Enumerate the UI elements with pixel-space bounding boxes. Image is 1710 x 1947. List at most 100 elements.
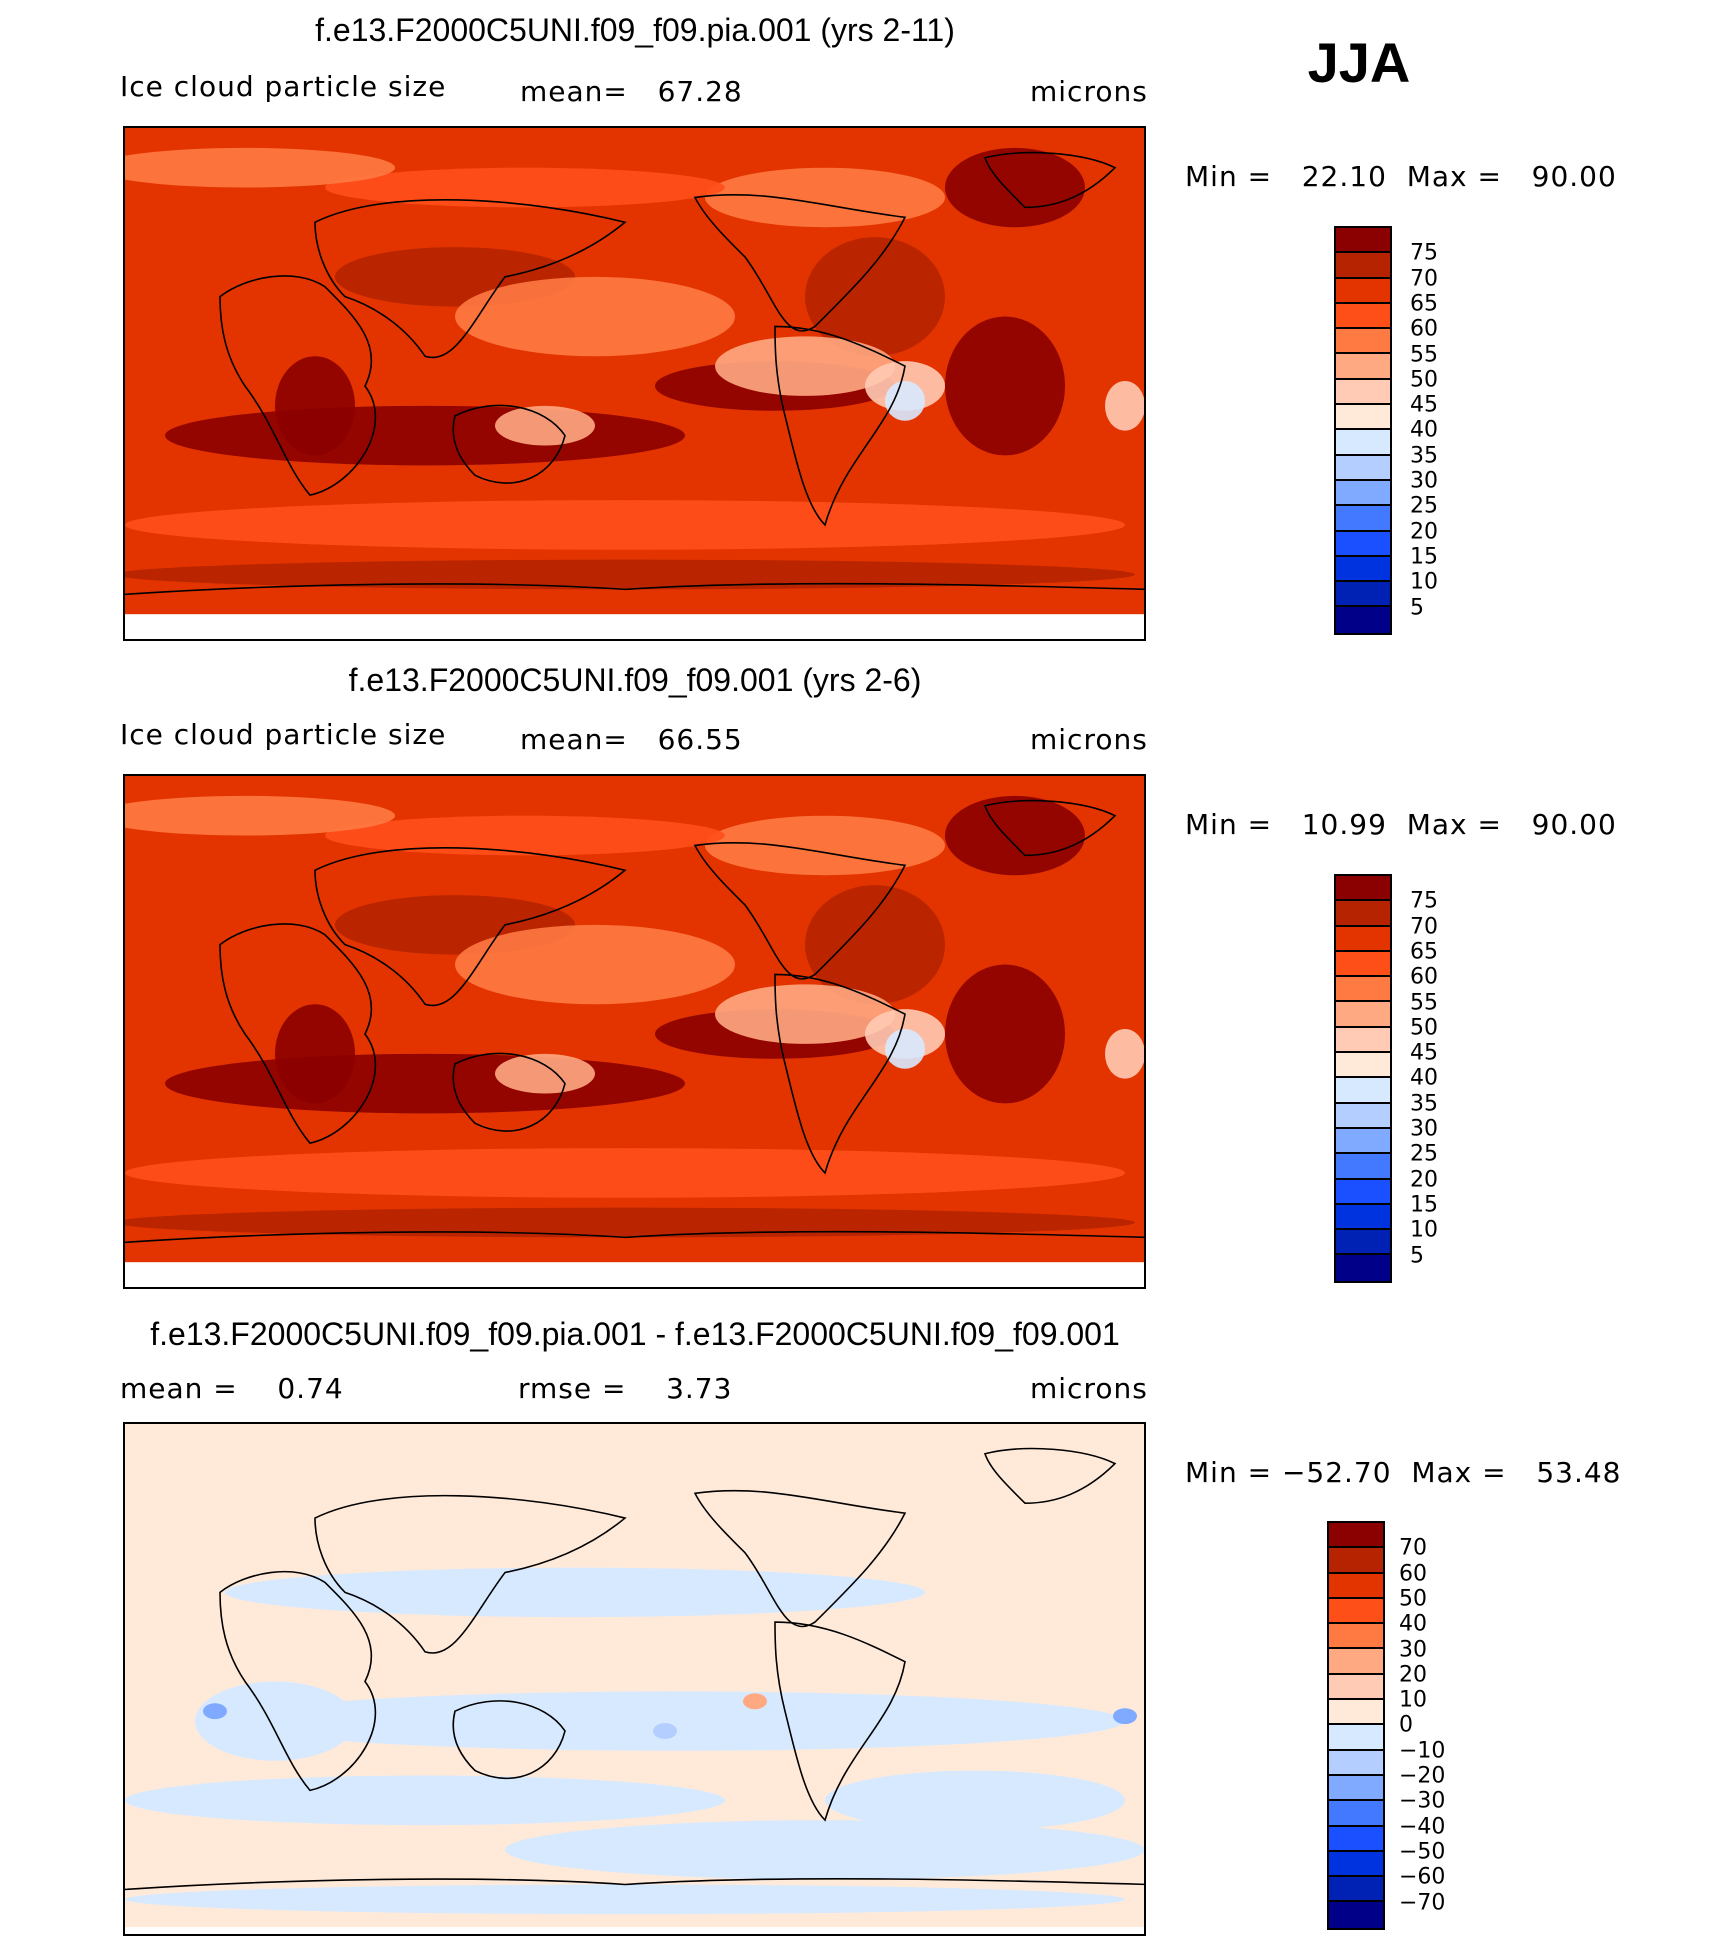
colorbar-segment [1329, 1851, 1383, 1878]
field-region [705, 815, 945, 876]
field-region [125, 1207, 1135, 1238]
field-region [945, 147, 1085, 228]
colorbar-tick-label: −20 [1399, 1763, 1446, 1789]
panel-2-mean: mean= 66.55 [520, 723, 743, 756]
colorbar-segment [1336, 876, 1390, 902]
colorbar-tick-label: 10 [1399, 1687, 1427, 1713]
colorbar-tick-label: 45 [1410, 392, 1438, 418]
colorbar-tick-label: −70 [1399, 1890, 1446, 1915]
colorbar-tick-label: 10 [1410, 569, 1438, 595]
field-anomaly [743, 1693, 767, 1710]
coastline [983, 1447, 1117, 1505]
colorbar-segment [1336, 582, 1390, 608]
panel-2-title: f.e13.F2000C5UNI.f09_f09.001 (yrs 2-6) [348, 662, 922, 698]
colorbar-segment [1336, 901, 1390, 927]
coastline [983, 799, 1117, 857]
field-anomaly [653, 1723, 677, 1739]
colorbar-tick-label: 20 [1399, 1662, 1427, 1688]
colorbar-segment [1336, 379, 1390, 406]
colorbar-tick-label: 30 [1399, 1637, 1427, 1662]
colorbar-segment [1336, 329, 1390, 355]
colorbar-segment [1329, 1877, 1383, 1903]
panel-2-units: microns [1030, 723, 1148, 756]
colorbar-tick-label: 30 [1410, 1116, 1438, 1142]
panel-1-minmax: Min = 22.10 Max = 90.00 [1185, 160, 1617, 193]
colorbar-tick-label: 50 [1410, 1015, 1438, 1041]
colorbar-tick-label: 60 [1399, 1561, 1427, 1587]
panel-1-units: microns [1030, 75, 1148, 108]
colorbar-segment [1336, 1103, 1390, 1129]
panel-2-variable: Ice cloud particle size [120, 718, 447, 751]
field-region [705, 167, 945, 228]
coastline [314, 847, 627, 1007]
field-region [225, 1567, 925, 1618]
colorbar-segment [1336, 228, 1390, 254]
colorbar-tick-label: −30 [1399, 1788, 1446, 1814]
colorbar-tick-label: 75 [1410, 240, 1438, 266]
field-region [275, 356, 355, 456]
panel-3-rmse: rmse = 3.73 [518, 1372, 733, 1405]
panel-3-minmax: Min = −52.70 Max = 53.48 [1185, 1456, 1622, 1489]
field-region [125, 1148, 1125, 1198]
field-region [805, 885, 945, 1005]
colorbar-segment [1329, 1523, 1383, 1549]
field-region [495, 405, 595, 446]
colorbar-segment [1329, 1775, 1383, 1802]
field-region [715, 984, 895, 1044]
colorbar-segment [1336, 1053, 1390, 1079]
colorbar-segment [1336, 253, 1390, 279]
colorbar-tick-label: 5 [1410, 1243, 1424, 1268]
colorbar-tick-label: 70 [1410, 914, 1438, 940]
colorbar-tick-label: 40 [1410, 417, 1438, 443]
colorbar-tick-label: 60 [1410, 964, 1438, 990]
colorbar-tick-label: 70 [1410, 266, 1438, 292]
colorbar-tick-label: 20 [1410, 519, 1438, 545]
panel-3-mean: mean = 0.74 [120, 1372, 344, 1405]
colorbar-segment [1336, 977, 1390, 1003]
colorbar-tick-label: 55 [1410, 342, 1438, 367]
colorbar-segment [1336, 1230, 1390, 1256]
field-region [325, 167, 725, 208]
colorbar-segment [1336, 303, 1390, 330]
field-region [805, 237, 945, 357]
colorbar-segment [1336, 926, 1390, 952]
field-region [125, 559, 1135, 590]
field-region [125, 147, 395, 188]
panel-3-units: microns [1030, 1372, 1148, 1405]
colorbar-tick-label: 5 [1410, 595, 1424, 620]
colorbar-tick-label: 45 [1410, 1040, 1438, 1066]
colorbar-tick-label: −10 [1399, 1738, 1446, 1764]
colorbar-segment [1336, 506, 1390, 532]
field-anomaly [1113, 1708, 1137, 1725]
field-region [885, 1029, 925, 1069]
colorbar-tick-label: 0 [1399, 1712, 1413, 1738]
coastline [219, 1570, 377, 1792]
field-region [225, 1691, 1125, 1751]
colorbar-segment [1329, 1801, 1383, 1827]
panel-3-map [123, 1422, 1146, 1936]
coastline [125, 582, 1144, 596]
field-region [945, 795, 1085, 876]
colorbar-tick-label: 15 [1410, 1192, 1438, 1218]
colorbar-segment [1336, 480, 1390, 507]
colorbar-tick-label: 40 [1410, 1065, 1438, 1091]
coastline [774, 1621, 906, 1822]
panel-1-title: f.e13.F2000C5UNI.f09_f09.pia.001 (yrs 2-… [315, 12, 955, 48]
map-plot [125, 128, 1144, 615]
field-region [715, 336, 895, 396]
colorbar-segment [1329, 1649, 1383, 1675]
colorbar-segment [1336, 1078, 1390, 1104]
colorbar-tick-label: 15 [1410, 544, 1438, 570]
colorbar-segment [1336, 405, 1390, 431]
panel-2-minmax: Min = 10.99 Max = 90.00 [1185, 808, 1617, 841]
coastline [983, 151, 1117, 209]
coastline [125, 1230, 1144, 1244]
colorbar-tick-label: −60 [1399, 1864, 1446, 1890]
colorbar-segment [1329, 1725, 1383, 1751]
colorbar-tick-label: 35 [1410, 443, 1438, 469]
field-region [455, 924, 735, 1005]
colorbar-segment [1329, 1750, 1383, 1776]
colorbar-tick-label: 55 [1410, 990, 1438, 1015]
field-region [505, 1820, 1144, 1880]
